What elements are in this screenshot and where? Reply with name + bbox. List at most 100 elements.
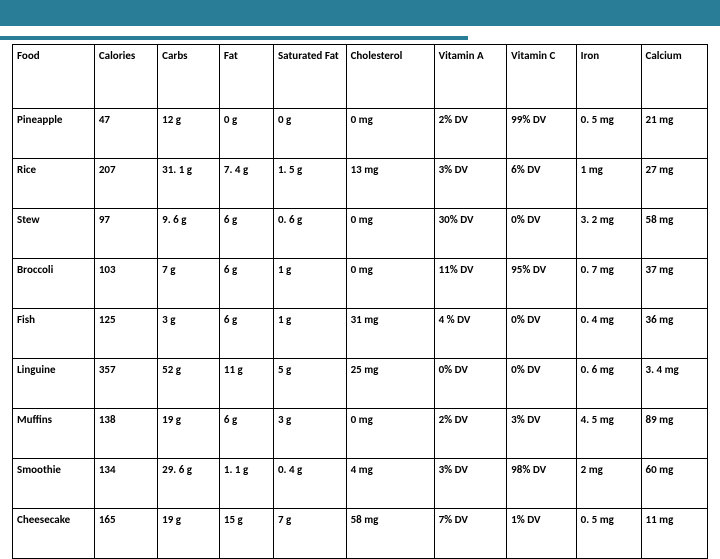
table-header-row: Food Calories Carbs Fat Saturated Fat Ch… [13,45,708,109]
col-iron: Iron [576,45,641,109]
cell-vit_c: 6% DV [507,159,577,209]
cell-fat: 6 g [219,309,273,359]
cell-fat: 7. 4 g [219,159,273,209]
cell-chol: 0 mg [346,109,434,159]
cell-vit_a: 3% DV [434,459,507,509]
cell-iron: 1 mg [576,159,641,209]
nutrition-table: Food Calories Carbs Fat Saturated Fat Ch… [12,44,708,559]
cell-calcium: 37 mg [641,259,707,309]
cell-calcium: 27 mg [641,159,707,209]
cell-carbs: 9. 6 g [158,209,220,259]
table-row: Cheesecake16519 g15 g7 g58 mg7% DV1% DV0… [13,509,708,559]
cell-fat: 1. 1 g [219,459,273,509]
cell-carbs: 29. 6 g [158,459,220,509]
cell-iron: 0. 4 mg [576,309,641,359]
cell-iron: 2 mg [576,459,641,509]
cell-chol: 0 mg [346,259,434,309]
col-carbs: Carbs [158,45,220,109]
cell-fat: 11 g [219,359,273,409]
cell-carbs: 19 g [158,509,220,559]
cell-vit_a: 3% DV [434,159,507,209]
cell-calories: 207 [94,159,157,209]
cell-food: Fish [13,309,95,359]
cell-sat_fat: 5 g [273,359,346,409]
cell-calories: 97 [94,209,157,259]
cell-calories: 357 [94,359,157,409]
cell-carbs: 19 g [158,409,220,459]
cell-food: Smoothie [13,459,95,509]
table-body: Pineapple4712 g0 g0 g0 mg2% DV99% DV0. 5… [13,109,708,559]
cell-calcium: 58 mg [641,209,707,259]
cell-iron: 0. 7 mg [576,259,641,309]
cell-vit_a: 4 % DV [434,309,507,359]
cell-vit_c: 99% DV [507,109,577,159]
cell-fat: 6 g [219,409,273,459]
cell-vit_c: 1% DV [507,509,577,559]
cell-sat_fat: 1 g [273,309,346,359]
cell-calcium: 3. 4 mg [641,359,707,409]
cell-calcium: 21 mg [641,109,707,159]
cell-chol: 25 mg [346,359,434,409]
cell-calories: 138 [94,409,157,459]
col-fat: Fat [219,45,273,109]
cell-fat: 6 g [219,259,273,309]
table-row: Linguine35752 g11 g5 g25 mg0% DV0% DV0. … [13,359,708,409]
cell-sat_fat: 7 g [273,509,346,559]
col-calories: Calories [94,45,157,109]
cell-vit_c: 98% DV [507,459,577,509]
cell-calcium: 60 mg [641,459,707,509]
cell-vit_a: 11% DV [434,259,507,309]
cell-vit_a: 0% DV [434,359,507,409]
cell-iron: 0. 5 mg [576,109,641,159]
cell-food: Linguine [13,359,95,409]
cell-sat_fat: 0 g [273,109,346,159]
cell-calcium: 89 mg [641,409,707,459]
cell-vit_c: 0% DV [507,309,577,359]
col-calcium: Calcium [641,45,707,109]
cell-chol: 0 mg [346,209,434,259]
cell-vit_a: 7% DV [434,509,507,559]
cell-calories: 165 [94,509,157,559]
cell-fat: 15 g [219,509,273,559]
col-vit-a: Vitamin A [434,45,507,109]
cell-chol: 13 mg [346,159,434,209]
table-row: Pineapple4712 g0 g0 g0 mg2% DV99% DV0. 5… [13,109,708,159]
cell-iron: 3. 2 mg [576,209,641,259]
table-row: Rice20731. 1 g7. 4 g1. 5 g13 mg3% DV6% D… [13,159,708,209]
cell-iron: 0. 6 mg [576,359,641,409]
cell-vit_a: 2% DV [434,409,507,459]
cell-calcium: 11 mg [641,509,707,559]
col-chol: Cholesterol [346,45,434,109]
table-row: Fish1253 g6 g1 g31 mg4 % DV0% DV0. 4 mg3… [13,309,708,359]
cell-calories: 134 [94,459,157,509]
cell-carbs: 12 g [158,109,220,159]
cell-food: Cheesecake [13,509,95,559]
top-banner [0,0,720,26]
cell-fat: 6 g [219,209,273,259]
cell-food: Muffins [13,409,95,459]
cell-vit_c: 95% DV [507,259,577,309]
cell-vit_c: 0% DV [507,209,577,259]
cell-sat_fat: 0. 6 g [273,209,346,259]
cell-carbs: 3 g [158,309,220,359]
cell-sat_fat: 0. 4 g [273,459,346,509]
col-food: Food [13,45,95,109]
cell-calcium: 36 mg [641,309,707,359]
cell-carbs: 52 g [158,359,220,409]
table-row: Smoothie13429. 6 g1. 1 g0. 4 g4 mg3% DV9… [13,459,708,509]
cell-carbs: 7 g [158,259,220,309]
cell-vit_a: 30% DV [434,209,507,259]
cell-calories: 125 [94,309,157,359]
table-row: Stew979. 6 g6 g0. 6 g0 mg30% DV0% DV3. 2… [13,209,708,259]
cell-calories: 103 [94,259,157,309]
cell-food: Rice [13,159,95,209]
cell-chol: 4 mg [346,459,434,509]
table-row: Muffins13819 g6 g3 g0 mg2% DV3% DV4. 5 m… [13,409,708,459]
cell-calories: 47 [94,109,157,159]
col-sat-fat: Saturated Fat [273,45,346,109]
col-vit-c: Vitamin C [507,45,577,109]
table-row: Broccoli1037 g6 g1 g0 mg11% DV95% DV0. 7… [13,259,708,309]
cell-sat_fat: 3 g [273,409,346,459]
nutrition-table-container: Food Calories Carbs Fat Saturated Fat Ch… [0,40,720,559]
cell-sat_fat: 1 g [273,259,346,309]
